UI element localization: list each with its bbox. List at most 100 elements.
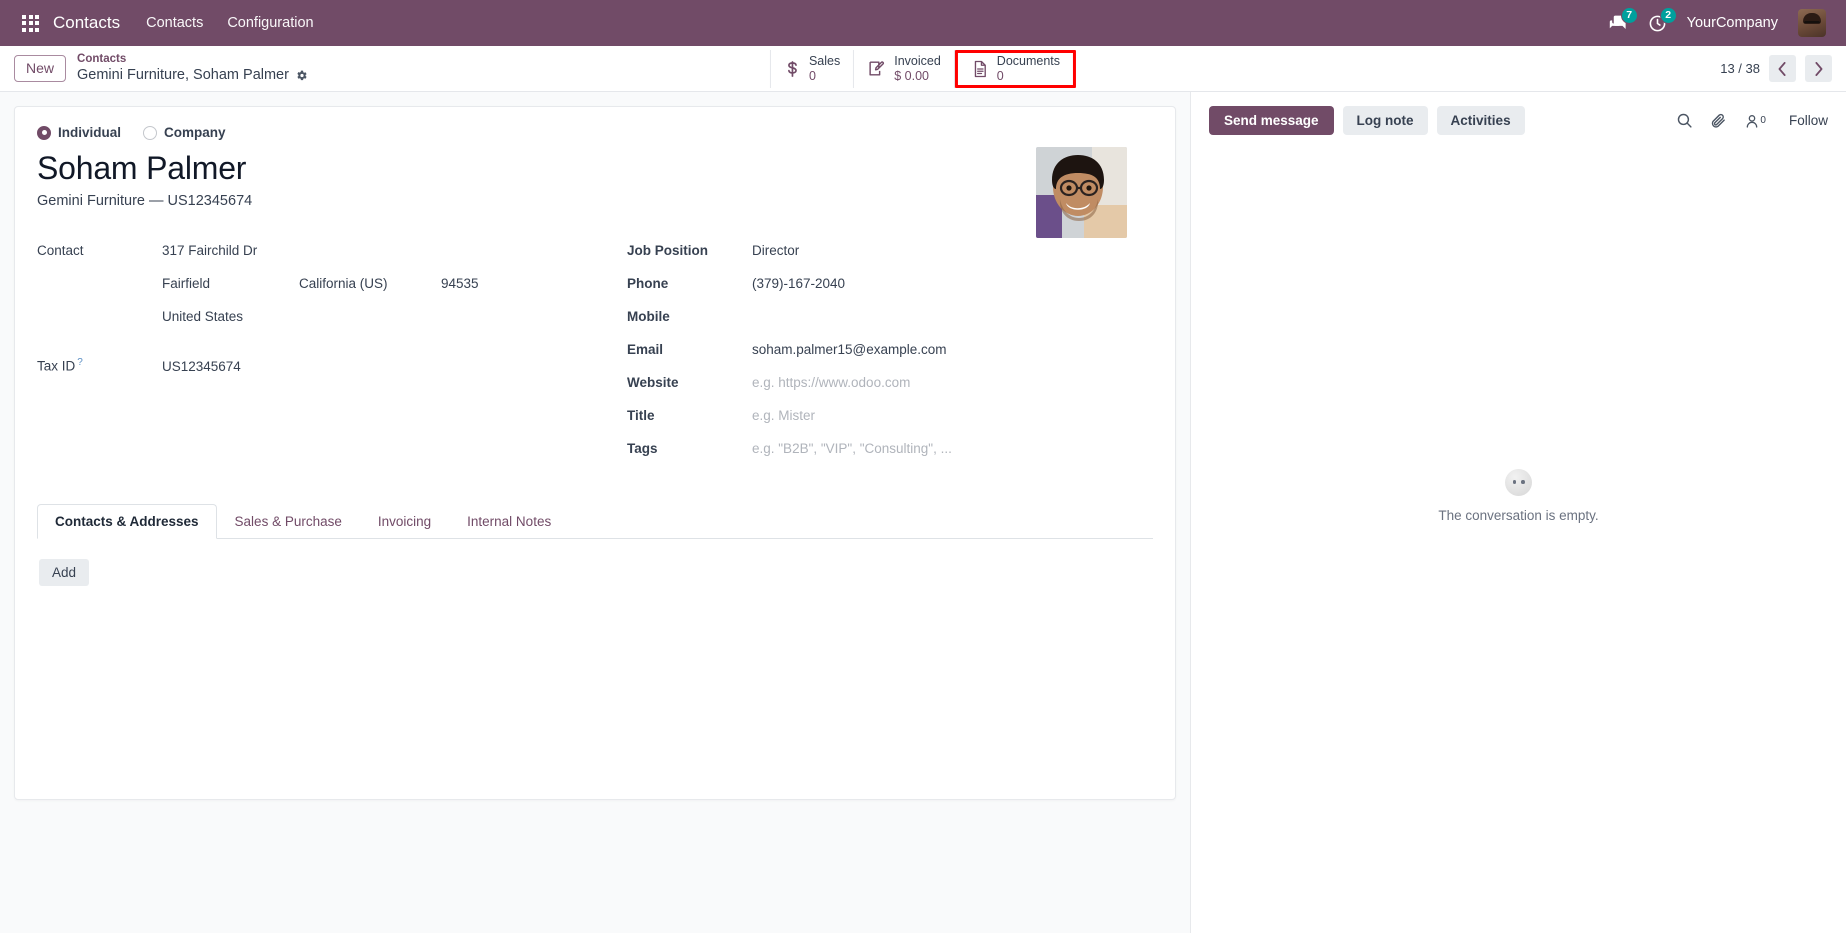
company-name[interactable]: YourCompany	[1686, 15, 1778, 31]
stat-value-invoiced: $ 0.00	[894, 68, 930, 83]
nav-item-configuration[interactable]: Configuration	[227, 15, 314, 31]
gear-icon[interactable]	[295, 69, 308, 82]
stat-label-sales: Sales	[808, 53, 841, 68]
log-note-button[interactable]: Log note	[1342, 106, 1428, 135]
breadcrumb-parent-contacts[interactable]: Contacts	[77, 53, 127, 66]
chevron-left-icon	[1778, 61, 1786, 76]
pager-previous-button[interactable]	[1769, 55, 1796, 82]
field-label-tags: Tags	[627, 441, 658, 456]
field-label-email: Email	[627, 342, 664, 357]
nav-menu: Contacts Configuration	[146, 15, 313, 31]
new-button[interactable]: New	[14, 55, 67, 82]
chevron-right-icon	[1815, 61, 1823, 76]
fields-column-right: Job Position Director Phone (379)-167-20…	[627, 243, 1107, 474]
field-value-city[interactable]: Fairfield	[162, 276, 211, 291]
chatter-panel: Send message Log note Activities 0 Follo…	[1190, 92, 1846, 933]
field-website: Website e.g. https://www.odoo.com	[627, 375, 1107, 408]
field-label-phone: Phone	[627, 276, 669, 291]
help-icon[interactable]: ?	[77, 357, 83, 368]
field-value-email[interactable]: soham.palmer15@example.com	[752, 342, 947, 357]
field-mobile: Mobile	[627, 309, 1107, 342]
dollar-icon	[784, 59, 801, 79]
follow-button[interactable]: Follow	[1788, 113, 1828, 128]
stat-button-invoiced-text: Invoiced $ 0.00	[894, 54, 941, 84]
radio-company[interactable]: Company	[143, 125, 226, 140]
control-panel-left: New Contacts Gemini Furniture, Soham Pal…	[14, 53, 308, 83]
address-line-city-state-zip: Fairfield California (US) 94535	[162, 276, 479, 291]
stat-button-documents[interactable]: Documents 0	[954, 49, 1077, 88]
stat-button-invoiced[interactable]: Invoiced $ 0.00	[854, 49, 955, 88]
field-email: Email soham.palmer15@example.com	[627, 342, 1107, 375]
company-type-radio-group: Individual Company	[37, 125, 1153, 140]
tab-contacts-addresses[interactable]: Contacts & Addresses	[37, 504, 217, 539]
navbar-right-cluster: 7 2 YourCompany	[1609, 6, 1832, 37]
field-value-title[interactable]: e.g. Mister	[752, 408, 816, 423]
tab-sales-purchase[interactable]: Sales & Purchase	[234, 514, 342, 529]
field-value-zip[interactable]: 94535	[441, 276, 479, 291]
user-avatar-icon[interactable]	[1798, 9, 1826, 37]
pager-next-button[interactable]	[1805, 55, 1832, 82]
field-contact-citystatezip: Fairfield California (US) 94535	[37, 276, 627, 309]
followers-person-icon	[1747, 114, 1758, 128]
field-value-street[interactable]: 317 Fairchild Dr	[162, 243, 258, 258]
record-sheet: Individual Company Soham Palmer Gemini F…	[14, 106, 1176, 800]
empty-face-icon	[1505, 468, 1532, 496]
contact-photo-image	[1036, 147, 1127, 238]
followers-button[interactable]: 0	[1744, 113, 1766, 129]
pager-count: 13 / 38	[1720, 61, 1760, 76]
followers-count: 0	[1760, 115, 1766, 126]
field-label-contact: Contact	[37, 243, 84, 258]
field-phone: Phone (379)-167-2040	[627, 276, 1107, 309]
tab-invoicing[interactable]: Invoicing	[377, 514, 432, 529]
notebook: Contacts & Addresses Sales & Purchase In…	[37, 504, 1153, 606]
app-brand-title[interactable]: Contacts	[53, 13, 121, 32]
add-button[interactable]: Add	[39, 559, 90, 586]
field-value-state[interactable]: California (US)	[299, 276, 388, 291]
messages-button[interactable]: 7	[1609, 6, 1638, 33]
field-value-phone[interactable]: (379)-167-2040	[752, 276, 846, 291]
contact-photo[interactable]	[1036, 147, 1127, 238]
chatter-empty-state: The conversation is empty.	[1191, 468, 1846, 523]
breadcrumb-current-label: Gemini Furniture, Soham Palmer	[77, 67, 289, 84]
field-label-job-position: Job Position	[627, 243, 708, 258]
main-area: Individual Company Soham Palmer Gemini F…	[0, 92, 1846, 933]
radio-individual[interactable]: Individual	[37, 125, 121, 140]
field-label-taxid-text: Tax ID	[37, 358, 76, 374]
chatter-empty-text: The conversation is empty.	[1438, 507, 1599, 523]
breadcrumb: Contacts Gemini Furniture, Soham Palmer	[77, 53, 308, 83]
stat-value-documents: 0	[996, 68, 1004, 83]
radio-company-dot	[143, 125, 158, 140]
chatter-toolbar: Send message Log note Activities 0 Follo…	[1209, 106, 1828, 135]
stat-button-sales-text: Sales 0	[809, 54, 840, 84]
field-contact-street: Contact 317 Fairchild Dr	[37, 243, 627, 276]
field-value-tags[interactable]: e.g. "B2B", "VIP", "Consulting", ...	[752, 441, 952, 456]
field-value-country[interactable]: United States	[162, 309, 244, 324]
field-tax-id: Tax ID? US12345674	[37, 357, 627, 390]
tab-internal-notes[interactable]: Internal Notes	[467, 514, 552, 529]
document-icon	[971, 59, 989, 79]
nav-item-contacts[interactable]: Contacts	[146, 15, 204, 31]
page-title[interactable]: Soham Palmer	[37, 150, 247, 186]
search-icon[interactable]	[1676, 112, 1693, 129]
field-value-website[interactable]: e.g. https://www.odoo.com	[752, 375, 911, 390]
field-contact-country: United States	[37, 309, 627, 342]
field-job-position: Job Position Director	[627, 243, 1107, 276]
field-value-taxid[interactable]: US12345674	[162, 358, 241, 374]
tab-bar: Contacts & Addresses Sales & Purchase In…	[37, 504, 1153, 539]
field-label-title: Title	[627, 408, 655, 423]
stat-button-sales[interactable]: Sales 0	[769, 49, 855, 88]
send-message-button[interactable]: Send message	[1209, 106, 1334, 135]
tab-panel-contacts-addresses: Add	[37, 539, 1153, 606]
field-value-job-position[interactable]: Director	[752, 243, 800, 258]
field-label-taxid: Tax ID?	[37, 357, 162, 374]
form-column: Individual Company Soham Palmer Gemini F…	[0, 92, 1190, 800]
stat-button-documents-text: Documents 0	[997, 54, 1060, 84]
radio-individual-dot	[37, 125, 51, 140]
apps-grid-icon[interactable]	[22, 14, 39, 32]
stat-buttons-group: Sales 0 Invoiced $ 0.00	[769, 49, 1077, 88]
chatter-toolbar-right: 0 Follow	[1676, 112, 1828, 129]
paperclip-icon[interactable]	[1710, 112, 1727, 129]
activities-button[interactable]: 2	[1648, 6, 1677, 33]
activities-button-chatter[interactable]: Activities	[1436, 106, 1525, 135]
radio-company-label: Company	[164, 125, 226, 140]
